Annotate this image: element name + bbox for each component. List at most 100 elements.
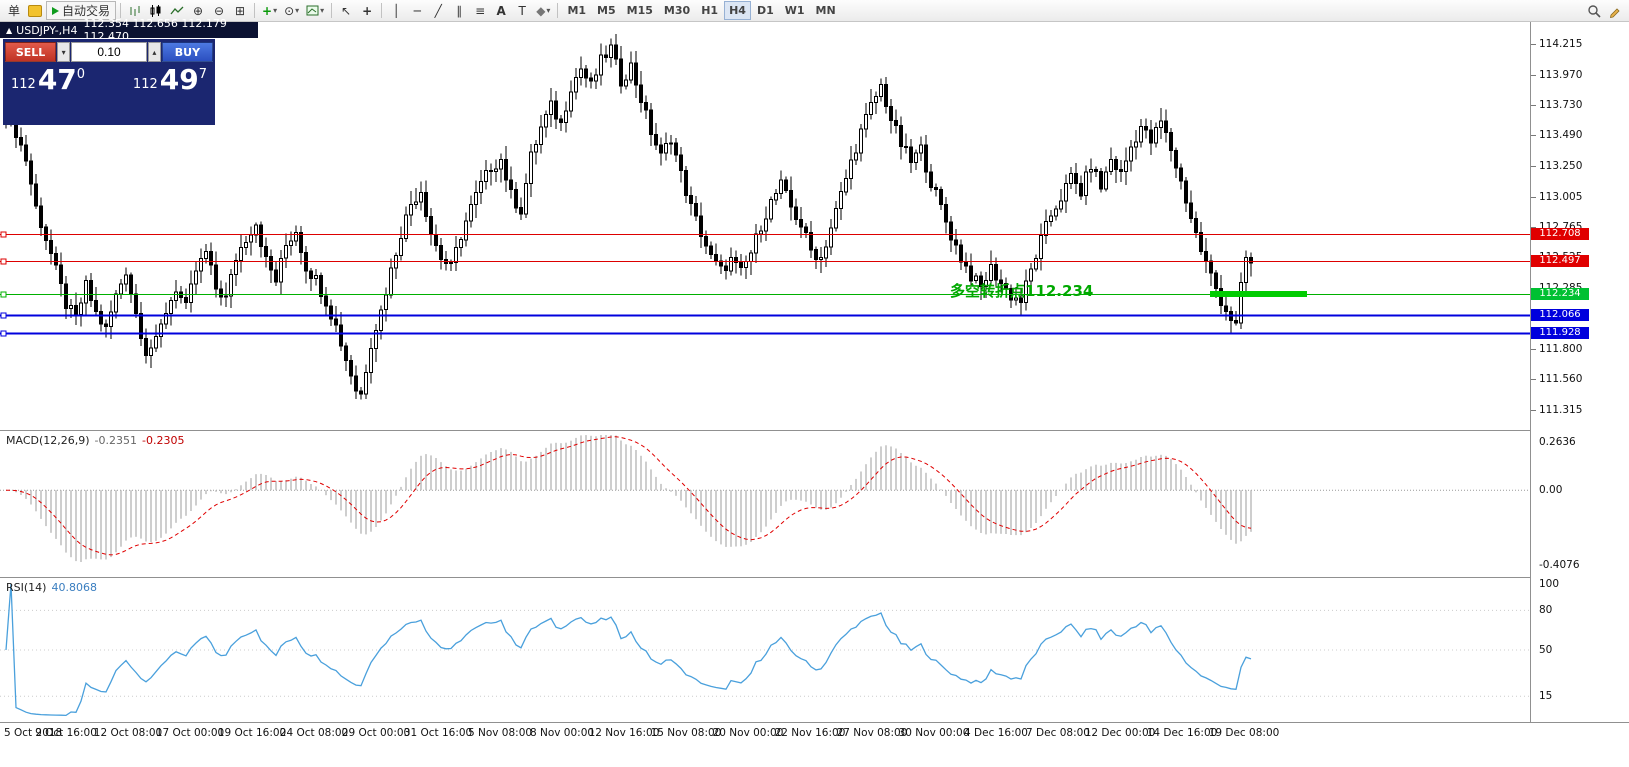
- clock-icon: ⊙: [284, 3, 295, 18]
- time-axis-label: 29 Oct 00:00: [341, 727, 411, 739]
- macd-panel[interactable]: [0, 431, 1530, 577]
- time-axis-label: 22 Nov 16:00: [774, 727, 846, 739]
- price-chart[interactable]: [0, 22, 1530, 430]
- timeframe-m1-button[interactable]: M1: [567, 4, 587, 17]
- time-axis-label: 9 Oct 16:00: [35, 727, 97, 739]
- toolbar-separator: [381, 3, 383, 18]
- search-button[interactable]: [1584, 1, 1604, 20]
- cursor-icon: ↖: [341, 3, 352, 18]
- timeframe-h1-button[interactable]: H1: [701, 4, 719, 17]
- text-tool-button[interactable]: A: [491, 1, 511, 20]
- hline-tool-button[interactable]: ─: [407, 1, 427, 20]
- templates-button[interactable]: ▾: [303, 1, 327, 20]
- time-axis[interactable]: 5 Oct 2018 9 Oct 16:00 12 Oct 08:00 17 Oct …: [0, 722, 1629, 746]
- horizontal-line-icon: ─: [413, 3, 421, 18]
- rsi-panel[interactable]: [0, 578, 1530, 722]
- pencil-icon: [1609, 7, 1620, 18]
- time-axis-label: 14 Dec 16:00: [1146, 727, 1218, 739]
- crosshair-tool-button[interactable]: +: [357, 1, 377, 20]
- buy-price: 112 49 7: [133, 64, 207, 96]
- zoom-out-icon: ⊖: [213, 3, 225, 18]
- bar-chart-icon: [130, 5, 140, 16]
- zoom-in-button[interactable]: ⊕: [188, 1, 208, 20]
- lot-decrease-button[interactable]: ▾: [57, 42, 70, 62]
- candle-chart-type-button[interactable]: [146, 1, 166, 20]
- price-tick-label: 111.560: [1539, 373, 1583, 385]
- sell-price-pips: 47: [37, 63, 77, 96]
- collapse-panel-icon[interactable]: ▲: [6, 25, 13, 35]
- chart-text-annotation[interactable]: 多空转折点112.234: [950, 282, 1094, 300]
- price-level-badge: 112.497: [1531, 255, 1589, 267]
- lot-size-input[interactable]: [71, 42, 147, 62]
- crosshair-icon: +: [362, 3, 373, 18]
- macd-main-value: -0.2351: [94, 434, 138, 447]
- macd-label: MACD(12,26,9) -0.2351 -0.2305: [6, 434, 184, 447]
- autotrade-button[interactable]: 自动交易: [46, 1, 117, 20]
- price-tick-label: 113.970: [1539, 69, 1583, 81]
- time-axis-label: 31 Oct 16:00: [403, 727, 473, 739]
- menu-button[interactable]: 单: [4, 1, 24, 20]
- macd-scale-label: -0.4076: [1539, 559, 1580, 571]
- timeframe-mn-button[interactable]: MN: [815, 4, 836, 17]
- autotrade-play-icon: [52, 6, 59, 15]
- sell-button[interactable]: SELL: [5, 42, 57, 62]
- timeframe-w1-button[interactable]: W1: [784, 4, 805, 17]
- label-tool-icon: T: [518, 3, 526, 18]
- toolbar-separator: [557, 3, 559, 18]
- rsi-scale-label: 100: [1539, 578, 1560, 590]
- time-axis-label: 15 Nov 08:00: [650, 727, 722, 739]
- zoom-out-button[interactable]: ⊖: [209, 1, 229, 20]
- time-axis-label: 30 Nov 00:00: [898, 727, 970, 739]
- scale-tickmark: [1531, 197, 1536, 198]
- panel-splitter[interactable]: [0, 430, 1629, 431]
- scale-tickmark: [1531, 227, 1536, 228]
- timeframe-d1-button[interactable]: D1: [756, 4, 774, 17]
- shapes-icon: ◆: [536, 3, 546, 18]
- chart-caption: ▲ USDJPY-,H4 112.354 112.656 112.179 112…: [0, 17, 258, 43]
- price-tick-label: 114.215: [1539, 38, 1583, 50]
- one-click-trading-panel: SELL ▾ ▴ BUY 112 47 0 112 49 7: [3, 39, 215, 125]
- buy-button[interactable]: BUY: [161, 42, 213, 62]
- channel-tool-button[interactable]: ∥: [449, 1, 469, 20]
- lot-increase-button[interactable]: ▴: [148, 42, 161, 62]
- scale-tickmark: [1531, 135, 1536, 136]
- macd-scale-label: 0.2636: [1539, 436, 1576, 448]
- tile-windows-button[interactable]: ⊞: [230, 1, 250, 20]
- cursor-tool-button[interactable]: ↖: [336, 1, 356, 20]
- edit-button[interactable]: [1605, 1, 1625, 20]
- scale-tickmark: [1531, 410, 1536, 411]
- scale-tickmark: [1531, 166, 1536, 167]
- sell-price-big: 112: [11, 77, 36, 92]
- periods-button[interactable]: ⊙ ▾: [281, 1, 302, 20]
- label-tool-button[interactable]: T: [512, 1, 532, 20]
- timeframe-m30-button[interactable]: M30: [663, 4, 691, 17]
- fibonacci-tool-button[interactable]: ≡: [470, 1, 490, 20]
- chart-workspace: ▲ USDJPY-,H4 112.354 112.656 112.179 112…: [0, 17, 1629, 767]
- bar-chart-type-button[interactable]: [125, 1, 145, 20]
- price-scale-column[interactable]: 114.215 113.970 113.730 113.490 113.250 113.0…: [1531, 22, 1629, 767]
- zoom-in-icon: ⊕: [192, 3, 204, 18]
- dropdown-icon: ▾: [320, 6, 325, 15]
- line-chart-type-button[interactable]: [167, 1, 187, 20]
- time-axis-label: 12 Oct 08:00: [93, 727, 163, 739]
- timeframe-m15-button[interactable]: M15: [626, 4, 653, 17]
- trendline-tool-button[interactable]: ╱: [428, 1, 448, 20]
- rsi-scale-label: 15: [1539, 690, 1553, 702]
- indicators-button[interactable]: + ▾: [259, 1, 280, 20]
- autotrade-label: 自动交易: [62, 4, 111, 18]
- vline-tool-button[interactable]: │: [386, 1, 406, 20]
- timeframe-m5-button[interactable]: M5: [597, 4, 616, 17]
- dropdown-icon: ▾: [273, 6, 278, 15]
- rsi-name: RSI(14): [6, 581, 47, 594]
- panel-splitter[interactable]: [0, 577, 1629, 578]
- search-icon: [1588, 4, 1601, 18]
- new-order-button[interactable]: [25, 1, 45, 20]
- time-axis-label: 4 Dec 16:00: [964, 727, 1028, 739]
- timeframe-h4-button[interactable]: H4: [724, 1, 751, 20]
- time-axis-label: 19 Oct 16:00: [217, 727, 287, 739]
- shapes-tool-button[interactable]: ◆ ▾: [533, 1, 553, 20]
- candlestick-icon: [150, 4, 161, 17]
- time-axis-label: 19 Dec 08:00: [1208, 727, 1280, 739]
- main-toolbar: 单 自动交易 ⊕ ⊖ ⊞ + ▾ ⊙ ▾ ▾ ↖ + │ ─ ╱ ∥: [0, 0, 1629, 22]
